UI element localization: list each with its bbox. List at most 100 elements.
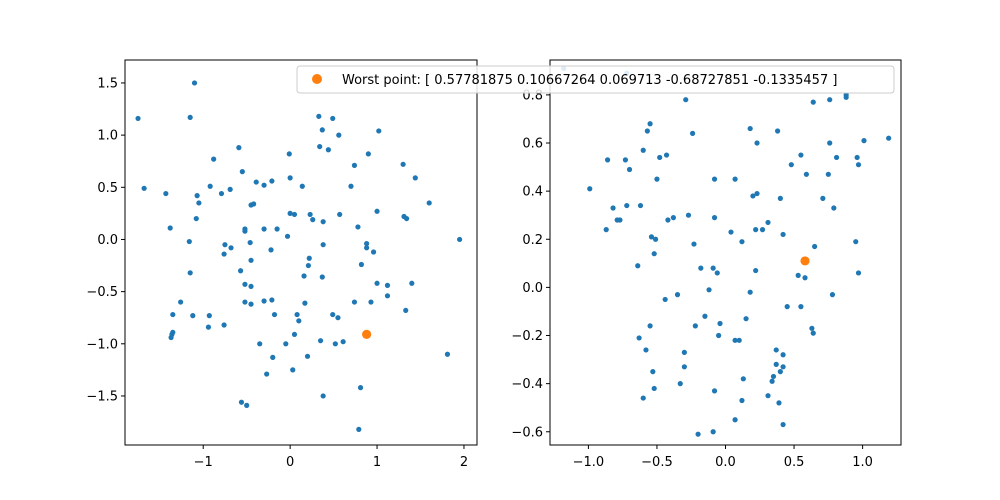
legend-frame [296,65,895,94]
data-point [412,175,418,181]
y-tick-label: 0.4 [522,185,543,200]
data-point [370,249,377,255]
data-point [691,241,697,247]
data-point [777,369,783,375]
worst-point [362,329,372,340]
y-tick-label: 0.2 [522,233,543,248]
data-point [635,263,641,269]
y-tick-label: 0.5 [97,181,118,196]
data-point [650,369,656,375]
data-point [740,376,746,382]
data-point [776,400,782,406]
data-point [376,128,382,134]
data-point [689,130,696,136]
data-point [831,205,837,211]
axes-frame [124,59,478,446]
data-point [141,185,147,191]
data-point [732,417,738,423]
data-point [356,426,362,432]
data-point [827,140,833,146]
data-point [167,225,173,231]
data-point [187,114,193,120]
data-point [780,352,786,358]
data-point [780,231,786,238]
data-point [348,183,354,189]
data-point [663,152,670,158]
data-point [325,147,331,153]
x-tick-label: 1.0 [852,455,873,470]
data-point [205,324,212,330]
data-point [657,154,663,161]
data-point [604,157,611,163]
data-point [135,115,141,122]
data-point [662,296,668,303]
data-point [168,334,174,341]
data-point [861,138,867,144]
data-point [242,299,248,305]
data-point [228,245,234,251]
data-point [238,399,245,405]
data-point [299,183,305,189]
data-point [647,121,653,127]
data-point [769,378,775,384]
data-point [654,176,660,182]
data-point [287,210,293,216]
data-point [457,236,463,243]
data-point [351,162,358,168]
data-point [337,211,343,218]
data-point [248,283,254,290]
data-point [218,190,225,197]
data-point [261,226,267,232]
data-point [316,113,322,119]
data-point [400,161,406,167]
data-point [358,261,365,268]
data-point [648,234,655,240]
data-point [335,315,341,321]
data-point [803,171,809,177]
data-point [798,304,804,310]
data-point [242,226,248,232]
y-tick-label: −0.2 [511,329,543,344]
data-point [759,227,766,233]
data-point [384,293,391,299]
data-point [336,132,342,138]
data-point [683,97,689,103]
data-point [784,304,790,310]
data-point [330,311,336,318]
data-point [194,193,200,199]
data-point [603,227,609,233]
data-point [833,154,840,161]
data-point [747,125,753,132]
data-point [287,175,293,181]
y-tick-label: 1.0 [97,129,118,144]
data-point [810,99,816,105]
data-point [854,154,860,161]
x-tick-label: −1.0 [573,455,605,470]
data-point [351,299,358,305]
data-point [702,313,708,319]
data-point [317,143,323,150]
data-point [617,217,623,223]
data-point [651,251,657,257]
data-point [711,388,718,394]
data-point [404,215,410,222]
data-point [270,354,276,360]
y-tick-label: −0.5 [86,285,118,300]
scatter-points [135,80,463,432]
data-point [753,227,759,233]
data-point [320,219,326,225]
data-point [855,162,862,168]
data-point [855,270,862,276]
data-point [310,217,316,223]
worst-point [800,256,810,266]
data-point [732,176,738,182]
data-point [644,128,650,134]
data-point [780,421,786,428]
data-point [770,373,777,380]
data-point [773,347,779,353]
data-point [677,381,683,387]
data-point [296,318,302,324]
data-point [222,242,228,248]
data-point [357,385,364,391]
